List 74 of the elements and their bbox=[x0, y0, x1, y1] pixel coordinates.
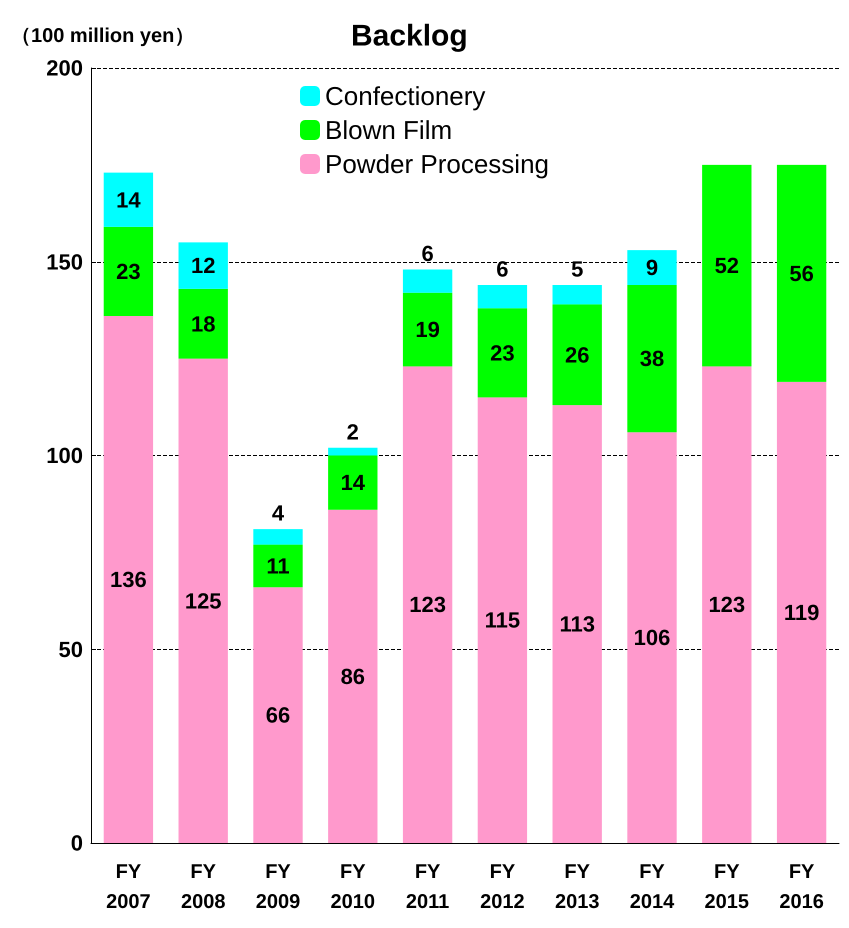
bar bbox=[253, 529, 303, 545]
data-label: 52 bbox=[714, 253, 740, 278]
data-label: 119 bbox=[784, 600, 820, 625]
bar bbox=[402, 366, 452, 843]
data-label: 113 bbox=[559, 612, 595, 637]
data-label: 2 bbox=[346, 419, 359, 444]
bar bbox=[702, 164, 752, 366]
data-label: 38 bbox=[640, 346, 664, 372]
data-label: 14 bbox=[116, 187, 142, 212]
y-tick-label: 200 bbox=[46, 56, 83, 80]
data-label: 23 bbox=[116, 258, 141, 284]
bar bbox=[402, 292, 452, 366]
bar bbox=[178, 358, 228, 843]
legend-label: Blown Film bbox=[325, 115, 452, 145]
x-tick-label: FY 2014 bbox=[630, 861, 676, 913]
bar bbox=[627, 250, 677, 285]
bar bbox=[178, 288, 228, 359]
x-tick-label: FY 2013 bbox=[554, 861, 600, 913]
bar bbox=[478, 285, 528, 308]
data-label: 123 bbox=[409, 592, 446, 618]
bar bbox=[776, 164, 826, 382]
y-tick-label: 50 bbox=[58, 636, 83, 662]
bar bbox=[328, 456, 378, 510]
x-tick-label: FY 2010 bbox=[330, 861, 376, 913]
data-label: 23 bbox=[490, 340, 515, 366]
data-label: 26 bbox=[564, 342, 590, 368]
x-tick-label: FY 2007 bbox=[106, 861, 151, 913]
data-label: 56 bbox=[789, 260, 814, 286]
bar bbox=[253, 544, 303, 588]
x-tick-label: FY 2008 bbox=[180, 861, 226, 913]
data-label: 66 bbox=[266, 702, 290, 728]
bar bbox=[552, 304, 602, 406]
data-label: 106 bbox=[634, 625, 670, 650]
bar bbox=[702, 366, 752, 843]
data-label: 115 bbox=[484, 608, 520, 633]
bar bbox=[328, 510, 378, 843]
legend-label: Powder Processing bbox=[325, 149, 549, 179]
data-label: 4 bbox=[272, 500, 285, 526]
bar bbox=[253, 587, 303, 843]
y-tick-label: 150 bbox=[46, 249, 83, 274]
bar bbox=[478, 308, 528, 398]
x-tick-label: FY 2009 bbox=[256, 861, 300, 913]
bar bbox=[776, 382, 826, 843]
data-label: 86 bbox=[340, 664, 366, 689]
chart-title: Backlog bbox=[351, 20, 468, 52]
y-axis-title: （100 million yen） bbox=[11, 25, 194, 47]
bar bbox=[552, 285, 602, 304]
bar bbox=[478, 397, 528, 843]
data-label: 19 bbox=[415, 317, 440, 342]
y-tick-label: 100 bbox=[46, 443, 83, 468]
bar bbox=[552, 405, 602, 843]
data-label: 14 bbox=[340, 470, 366, 496]
x-tick-label: FY 2016 bbox=[779, 861, 824, 913]
data-label: 123 bbox=[708, 592, 746, 618]
data-label: 9 bbox=[646, 255, 658, 280]
bar bbox=[627, 432, 677, 843]
bar bbox=[627, 285, 677, 432]
y-tick-label: 0 bbox=[70, 830, 83, 856]
x-tick-label: FY 2015 bbox=[704, 861, 750, 913]
bar bbox=[104, 226, 154, 316]
data-label: 136 bbox=[110, 567, 147, 592]
bar bbox=[402, 270, 452, 293]
legend-label: Confectionery bbox=[325, 81, 486, 111]
data-label: 6 bbox=[421, 241, 434, 266]
data-label: 18 bbox=[190, 311, 216, 336]
bar bbox=[178, 242, 228, 289]
x-tick-label: FY 2012 bbox=[480, 861, 525, 913]
bar bbox=[104, 172, 154, 227]
data-label: 11 bbox=[266, 553, 290, 578]
data-label: 125 bbox=[184, 588, 222, 614]
x-tick-label: FY 2011 bbox=[406, 861, 450, 913]
bar bbox=[104, 316, 154, 843]
data-label: 12 bbox=[190, 253, 216, 278]
bar bbox=[328, 448, 378, 456]
